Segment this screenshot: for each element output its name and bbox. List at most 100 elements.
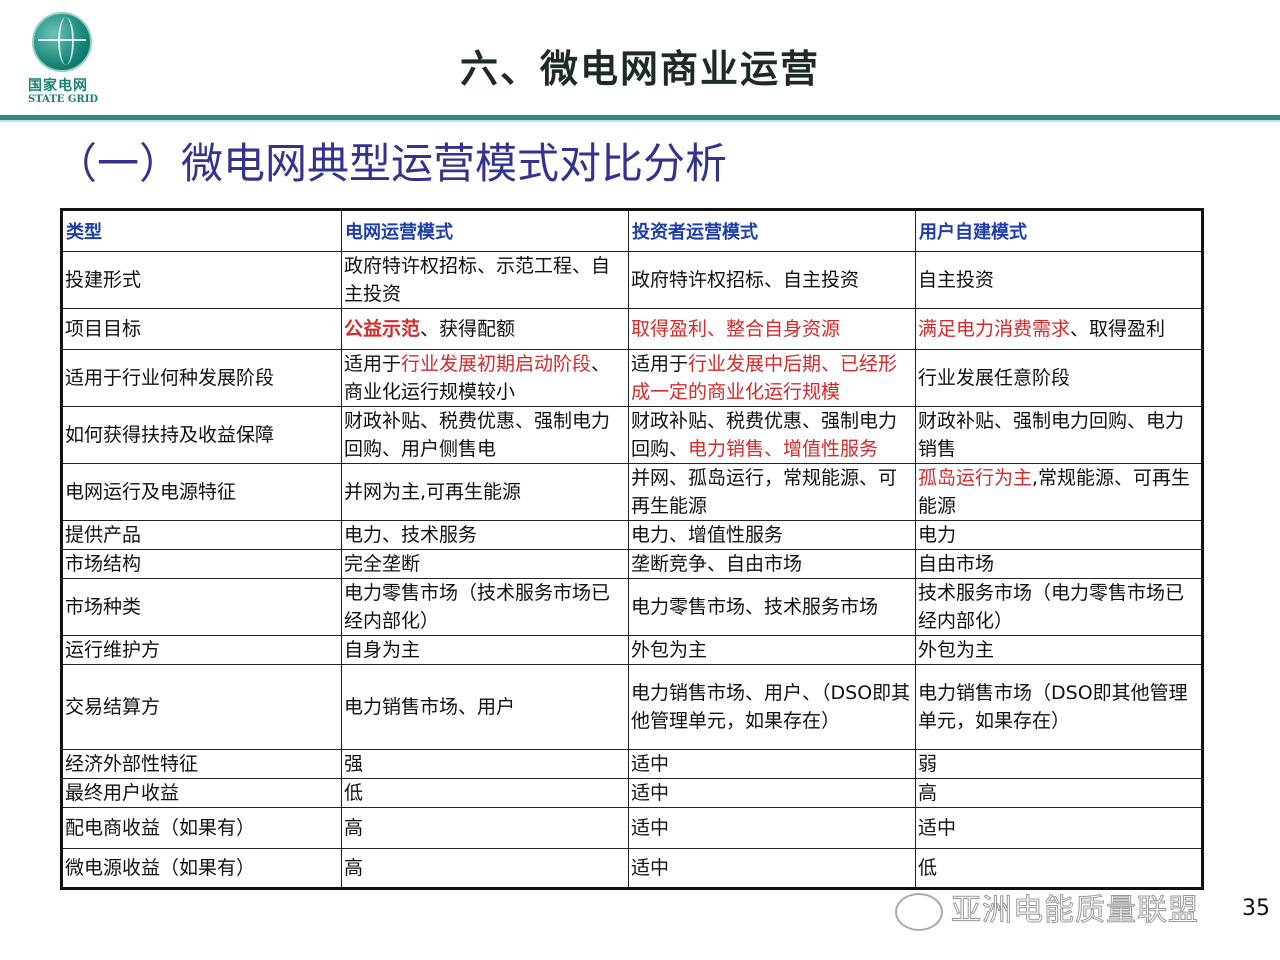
row-label: 如何获得扶持及收益保障 — [61, 406, 342, 464]
table-cell: 适用于行业发展中后期、已经形成一定的商业化运行规模 — [628, 349, 916, 407]
cell-text: 财政补贴、强制电力回购、电力销售 — [918, 410, 1185, 460]
watermark-text: 亚洲电能质量联盟 — [951, 893, 1199, 929]
table-cell: 适中 — [628, 778, 916, 808]
table-cell: 并网为主,可再生能源 — [341, 463, 629, 521]
table-row: 微电源收益（如果有）高 适中 低 — [61, 848, 1203, 889]
table-cell: 技术服务市场（电力零售市场已经内部化） — [915, 578, 1203, 636]
section-subtitle: （一）微电网典型运营模式对比分析 — [55, 139, 728, 188]
slide-title: 六、微电网商业运营 — [459, 47, 820, 91]
table-cell: 政府特许权招标、示范工程、自主投资 — [341, 251, 629, 309]
row-label: 配电商收益（如果有） — [61, 807, 342, 849]
table-cell: 强 — [341, 749, 629, 779]
table-cell: 孤岛运行为主,常规能源、可再生能源 — [915, 463, 1203, 521]
cell-text: 政府特许权招标、示范工程、自主投资 — [344, 255, 611, 305]
row-label: 项目目标 — [61, 308, 342, 350]
table-cell: 外包为主 — [628, 635, 916, 665]
table-row: 最终用户收益低 适中 高 — [61, 778, 1203, 808]
cell-text: 电力 — [918, 524, 957, 546]
cell-text: 适中 — [631, 817, 670, 839]
cell-text: 弱 — [918, 753, 938, 775]
cell-text: 低 — [344, 782, 364, 804]
table-cell: 电力、增值性服务 — [628, 520, 916, 550]
cell-text: 自主投资 — [918, 269, 995, 291]
cell-text: 行业发展中后期、已经形成一定的商业化运行规模 — [631, 353, 898, 403]
table-cell: 财政补贴、强制电力回购、电力销售 — [915, 406, 1203, 464]
cell-text: 自由市场 — [918, 553, 995, 575]
table-cell: 财政补贴、税费优惠、强制电力回购、电力销售、增值性服务 — [628, 406, 916, 464]
cell-text: 高 — [918, 782, 938, 804]
cell-text: 财政补贴、税费优惠、强制电力回购、 — [631, 410, 898, 460]
cell-text: 高 — [344, 857, 364, 879]
table-row: 市场结构 完全垄断 垄断竞争、自由市场 自由市场 — [61, 549, 1203, 579]
row-label: 市场种类 — [61, 578, 342, 636]
state-grid-logo: 国家电网 STATE GRID — [22, 8, 102, 105]
cell-text: 电力、技术服务 — [344, 524, 478, 546]
cell-text: 、商业化运行规模较小 — [344, 353, 611, 403]
cell-text: 电力零售市场、技术服务市场 — [631, 596, 879, 618]
cell-text: 低 — [918, 857, 938, 879]
watermark: 亚洲电能质量联盟 — [895, 885, 1199, 931]
table-cell: 自由市场 — [915, 549, 1203, 579]
cell-text: 电力、增值性服务 — [631, 524, 784, 546]
table-cell: 电力、技术服务 — [341, 520, 629, 550]
cell-text: 适用于 — [631, 353, 689, 375]
table-cell: 公益示范、获得配额 — [341, 308, 629, 350]
header-row: 类型 电网运营模式 投资者运营模式 用户自建模式 — [61, 209, 1203, 252]
comparison-table: 类型 电网运营模式 投资者运营模式 用户自建模式 投建形式 政府特许权招标、示范工… — [60, 208, 1204, 890]
table-cell: 满足电力消费需求、取得盈利 — [915, 308, 1203, 350]
globe-icon — [32, 12, 92, 72]
cell-text: 垄断竞争、自由市场 — [631, 553, 803, 575]
table-cell: 财政补贴、税费优惠、强制电力回购、用户侧售电 — [341, 406, 629, 464]
table-cell: 适中 — [628, 749, 916, 779]
table-cell: 电力销售市场、用户 — [341, 664, 629, 750]
table-cell: 低 — [341, 778, 629, 808]
cell-text: 技术服务市场（电力零售市场已经内部化） — [918, 582, 1185, 632]
table-cell: 低 — [915, 848, 1203, 889]
table-cell: 自主投资 — [915, 251, 1203, 309]
table-cell: 自身为主 — [341, 635, 629, 665]
page-number: 35 — [1242, 896, 1270, 921]
table-cell: 电力零售市场（技术服务市场已经内部化） — [341, 578, 629, 636]
row-label: 市场结构 — [61, 549, 342, 579]
cell-text: 适用于 — [344, 353, 402, 375]
table-row: 交易结算方 电力销售市场、用户 电力销售市场、用户、（DSO即其他管理单元，如果存在… — [61, 664, 1203, 750]
row-label: 投建形式 — [61, 251, 342, 309]
row-label: 微电源收益（如果有） — [61, 848, 342, 889]
table-cell: 适用于行业发展初期启动阶段、商业化运行规模较小 — [341, 349, 629, 407]
cell-text: 并网、孤岛运行，常规能源、可再生能源 — [631, 467, 898, 517]
row-label: 适用于行业何种发展阶段 — [61, 349, 342, 407]
cell-text: 政府特许权招标、自主投资 — [631, 269, 860, 291]
cell-text: 孤岛运行为主 — [918, 467, 1033, 489]
row-label: 运行维护方 — [61, 635, 342, 665]
cell-text: 、取得盈利 — [1070, 318, 1166, 340]
table-row: 项目目标 公益示范、获得配额 取得盈利、整合自身资源 满足电力消费需求、取得盈利 — [61, 308, 1203, 350]
header-divider — [0, 115, 1280, 120]
table-row: 提供产品 电力、技术服务 电力、增值性服务 电力 — [61, 520, 1203, 550]
cell-text: 电力销售市场、用户 — [344, 696, 516, 718]
table-row: 适用于行业何种发展阶段 适用于行业发展初期启动阶段、商业化运行规模较小 适用于行业发… — [61, 349, 1203, 407]
table-cell: 政府特许权招标、自主投资 — [628, 251, 916, 309]
cell-text: 行业发展任意阶段 — [918, 367, 1071, 389]
cell-text: 自身为主 — [344, 639, 421, 661]
cell-text: 电力销售市场（DSO即其他管理单元，如果存在） — [918, 682, 1188, 732]
table-row: 市场种类 电力零售市场（技术服务市场已经内部化） 电力零售市场、技术服务市场 技术服务… — [61, 578, 1203, 636]
cell-text: 公益示范 — [344, 318, 421, 340]
cell-text: 电力销售、增值性服务 — [688, 438, 879, 460]
header-grid-mode: 电网运营模式 — [341, 209, 629, 252]
table-cell: 并网、孤岛运行，常规能源、可再生能源 — [628, 463, 916, 521]
cell-text: 强 — [344, 753, 364, 775]
cell-text: 适中 — [631, 857, 670, 879]
table-cell: 高 — [915, 778, 1203, 808]
table-cell: 外包为主 — [915, 635, 1203, 665]
logo-en-text: STATE GRID — [28, 94, 99, 105]
cell-text: 适中 — [918, 817, 957, 839]
table-cell: 适中 — [628, 807, 916, 849]
table-cell: 高 — [341, 848, 629, 889]
table-row: 投建形式 政府特许权招标、示范工程、自主投资 政府特许权招标、自主投资 自主投资 — [61, 251, 1203, 309]
cell-text: 外包为主 — [631, 639, 708, 661]
cell-text: ,常规能源、可再生能源 — [918, 467, 1191, 517]
cell-text: 外包为主 — [918, 639, 995, 661]
header-user-mode: 用户自建模式 — [915, 209, 1203, 252]
table-cell: 高 — [341, 807, 629, 849]
cell-text: 适中 — [631, 782, 670, 804]
